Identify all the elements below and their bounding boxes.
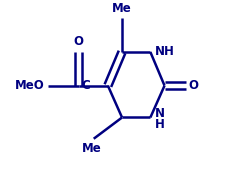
Text: O: O bbox=[74, 35, 84, 48]
Text: Me: Me bbox=[112, 2, 132, 15]
Text: NH: NH bbox=[155, 45, 175, 58]
Text: C: C bbox=[81, 79, 90, 92]
Text: H: H bbox=[155, 118, 165, 131]
Text: O: O bbox=[188, 79, 198, 92]
Text: MeO: MeO bbox=[15, 79, 45, 92]
Text: Me: Me bbox=[82, 142, 102, 155]
Text: N: N bbox=[155, 107, 165, 119]
